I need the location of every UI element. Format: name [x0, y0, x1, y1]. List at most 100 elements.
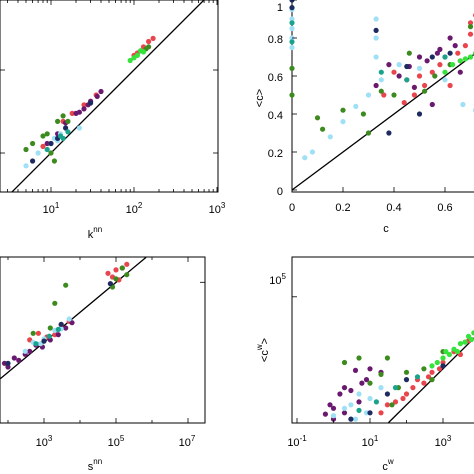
panel-d-point-purple-5 [341, 385, 348, 391]
panel-d-points [322, 330, 474, 422]
panel-b-point-navy-6 [416, 111, 423, 117]
panel-d-point-lightblue-4 [367, 395, 373, 402]
panel-d-point-lime-0 [434, 359, 440, 366]
panel-b-point-purple-6 [452, 43, 458, 49]
panel-a-point-navy-1 [48, 140, 54, 147]
panel-d-point-purple-13 [341, 410, 348, 416]
panel-d-point-red-12 [378, 410, 384, 416]
panel-b-point-red-4 [455, 50, 461, 56]
panel-a-xtick-2: 102 [126, 201, 143, 216]
panel-d-reference-line [388, 337, 474, 424]
panel-a-xlabel: knn [88, 225, 102, 241]
panel-a-point-navy-3 [63, 125, 69, 131]
panel-d-point-green-2 [384, 355, 390, 361]
panel-b-point-green-6 [422, 88, 428, 94]
panel-d-point-teal-2 [392, 385, 399, 391]
panel-b-point-teal-3 [404, 77, 410, 83]
panel-c-point-teal-0 [33, 341, 39, 347]
panel-a-point-red-9 [69, 110, 75, 116]
panel-b-point-purple-5 [447, 35, 453, 41]
panel-b-reference-line [291, 53, 474, 191]
panel-b-point-teal-2 [378, 69, 384, 75]
panel-d-point-purple-9 [367, 366, 373, 372]
panel-a-point-green-2 [44, 131, 50, 137]
panel-d-point-navy-1 [367, 410, 373, 416]
panel-c-frame [0, 256, 206, 424]
panel-b-point-purple-11 [457, 69, 463, 75]
panel-d-point-lightblue-6 [352, 416, 359, 422]
panel-b-ticks [291, 0, 446, 192]
panel-c-point-navy-2 [58, 321, 64, 327]
panel-a-point-green-0 [23, 146, 29, 153]
panel-c-point-navy-0 [5, 360, 11, 366]
panel-b-point-red-7 [467, 31, 474, 37]
panel-a-point-green-10 [48, 150, 54, 156]
panel-b-point-green-9 [467, 24, 474, 30]
panel-b-xtick-2: 0.4 [386, 202, 401, 214]
panel-c-point-green-7 [47, 325, 53, 331]
panel-c-point-green-2 [113, 276, 119, 282]
panel-d-point-navy-2 [384, 391, 390, 397]
panel-a-point-green-6 [60, 113, 66, 119]
panel-a-point-purple-5 [98, 88, 104, 95]
panel-b-point-red-10 [411, 92, 417, 98]
panel-d-point-purple-15 [359, 380, 365, 386]
panel-d-xtick-2: 101 [362, 434, 379, 449]
panel-b-point-lightblue-18 [460, 101, 466, 108]
panel-b-point-purple-9 [416, 54, 423, 60]
panel-d-point-lime-5 [462, 339, 468, 345]
panel-b-point-purple-4 [434, 50, 440, 56]
panel-c-xtick-3: 107 [179, 434, 196, 449]
panel-c-point-green-3 [124, 272, 130, 278]
panel-c-point-navy-1 [41, 338, 47, 344]
panel-d-point-red-1 [392, 399, 399, 405]
panel-c-point-red-2 [113, 267, 119, 273]
panel-a-point-teal-3 [65, 129, 71, 135]
panel-a-xtick-3: 103 [209, 201, 226, 216]
panel-d-point-purple-6 [348, 387, 354, 394]
panel-a-point-lightblue-4 [35, 150, 41, 156]
panel-a-points [23, 35, 156, 169]
panel-b-point-red-16 [381, 92, 387, 98]
panel-b-point-green-2 [360, 111, 366, 117]
panel-c-point-lightblue-5 [66, 316, 72, 322]
panel-c-point-green-0 [63, 282, 69, 288]
panel-b-point-red-13 [462, 43, 468, 49]
panel-b-ytick-1: 0.2 [268, 148, 283, 160]
panel-d-point-purple-2 [327, 402, 333, 408]
panel-c-point-green-1 [52, 300, 58, 306]
panel-d-ytick-1: 105 [269, 272, 286, 287]
panel-a-point-green-9 [146, 44, 152, 50]
panel-b-point-purple-3 [424, 58, 430, 64]
panel-d-point-red-0 [384, 402, 390, 408]
panel-a-point-green-11 [51, 158, 58, 164]
panel-a-point-purple-6 [76, 109, 82, 115]
panel-d-point-navy-4 [440, 363, 446, 369]
panel-c-point-purple-12 [5, 364, 11, 370]
panel-d-ticks [292, 296, 444, 423]
panel-a-point-lime-2 [140, 49, 147, 55]
panel-c-ticks [7, 257, 205, 423]
panel-d-ylabel: <cw> [255, 338, 271, 362]
panel-d-point-lightblue-2 [348, 402, 354, 408]
panel-d-point-red-2 [400, 395, 406, 402]
panel-a-point-navy-4 [88, 100, 94, 106]
panel-d-point-purple-3 [330, 405, 337, 411]
panel-d-point-green-10 [389, 402, 395, 408]
panel-a-point-lightblue-6 [76, 125, 82, 131]
panel-c-point-purple-5 [27, 348, 33, 354]
panel-d-point-green-6 [429, 377, 435, 383]
panel-b-point-lightblue-12 [289, 25, 295, 32]
panel-b-point-navy-3 [429, 54, 435, 60]
panel-c-point-navy-3 [107, 281, 113, 287]
panel-d: 105 10-1 101 103 cw <cw> [255, 256, 474, 473]
panel-d-point-red-3 [403, 391, 410, 397]
panel-b-point-lightblue-16 [416, 65, 423, 71]
panel-b-point-lime-0 [442, 69, 448, 75]
panel-b-point-green-5 [406, 50, 412, 56]
panel-c-point-green-4 [119, 265, 125, 271]
panel-d-point-lime-1 [440, 355, 446, 361]
panel-b-point-green-12 [365, 130, 372, 136]
panel-b-point-navy-4 [447, 50, 453, 56]
panel-d-point-lime-16 [429, 363, 435, 369]
